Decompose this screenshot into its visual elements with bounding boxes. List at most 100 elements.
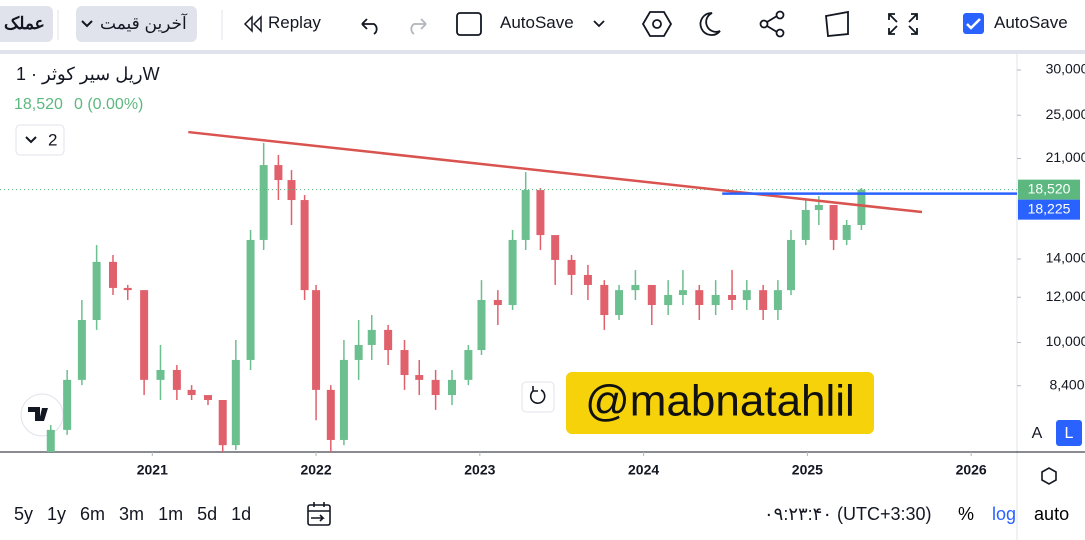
candle-body [814,204,823,211]
candle-body [448,379,456,396]
candle-body [312,290,321,390]
candle-body [287,180,296,201]
candle-body [759,290,768,310]
x-tick-label: 2022 [300,462,331,478]
candle-body [354,344,363,360]
candle-body [536,190,545,236]
candle-body [415,375,424,380]
candle-body [431,379,440,396]
candle-body [367,329,376,345]
last-price: 18,520 [14,96,63,113]
candle-body [695,290,704,306]
candle-body [773,290,782,310]
scale-mode-button[interactable]: auto [1034,504,1070,524]
candle-body [857,189,866,225]
indicator-toggle[interactable] [15,124,65,156]
candle-body [567,259,576,275]
candle-body [615,290,624,316]
price-type-button[interactable]: آخرین قیمت [76,6,197,42]
candle-body [508,239,517,306]
currency-button[interactable]: عملک [0,6,53,42]
range-button[interactable]: 1m [158,504,184,524]
y-tick-label: 25,000 [1046,106,1085,122]
candle-body [583,274,592,285]
candle-body [664,295,673,306]
watermark-box [566,372,874,434]
y-tick-label: 10,000 [1046,333,1085,349]
x-tick-label: 2026 [956,462,987,478]
symbol-title: ریل سیر کوثر · 1W [16,64,160,85]
autosave-menu[interactable]: AutoSave [500,13,574,32]
toolbar: عملک آخرین قیمت Replay AutoSave AutoSave [0,0,1085,54]
candle-body [711,295,720,306]
price-change: 0 (0.00%) [74,96,143,113]
candle-body [156,369,165,380]
range-button[interactable]: 6m [80,504,106,524]
bottom-bar: 5y 1y 6m 3m 1m 5d 1d ۰۹:۲۳:۴۰ (UTC+3:30) % log a… [0,490,1085,540]
chart-background [0,54,1085,540]
x-tick-label: 2023 [464,462,495,478]
chart: ریل سیر کوثر · 1W 18,520 0 (0.00%) 2 @ma… [0,54,1085,540]
candle-body [801,210,810,240]
range-button[interactable]: 1d [231,504,252,524]
candle-body [842,224,851,240]
candle-body [187,389,196,396]
scale-button[interactable] [1056,420,1082,446]
candle-body [600,284,609,316]
candle-body [140,290,149,380]
candle-body [300,200,309,291]
candle-body [246,239,255,360]
logo-mark [28,407,48,421]
clock: ۰۹:۲۳:۴۰ (UTC+3:30) [764,504,932,524]
replay-button[interactable]: Replay [268,13,321,32]
candle-body [742,290,751,300]
scale-mode-button[interactable]: log [992,504,1017,524]
range-button[interactable]: 3m [119,504,145,524]
candle-body [631,284,640,291]
y-tick-label: 30,000 [1046,61,1085,77]
candle-body [123,287,132,291]
range-button[interactable]: 5d [197,504,218,524]
range-button[interactable]: 5y [14,504,34,524]
candle-body [92,261,101,320]
x-tick-label: 2021 [137,462,168,478]
candle-body [203,395,212,400]
candle-body [728,295,737,300]
candle-body [829,204,838,240]
y-tick-label: 12,000 [1046,288,1085,304]
x-tick-label: 2025 [792,462,823,478]
y-tick-label: 14,000 [1046,250,1085,266]
candle-body [231,359,240,446]
candle-body [493,299,502,306]
scale-mode-button[interactable]: % [958,504,975,524]
x-tick-label: 2024 [628,462,659,478]
date-range-icon[interactable] [305,500,335,530]
candle-body [63,379,72,430]
price-label-box [1018,199,1080,220]
candle-body [218,399,227,446]
range-button[interactable]: 1y [47,504,67,524]
reset-button[interactable] [521,381,555,413]
trend-line [188,130,923,214]
candle-body [678,290,687,296]
watermark: @mabnatahlil [585,377,855,426]
reset-icon [529,386,546,404]
plot-area [0,130,1017,452]
candle-body [339,359,348,440]
candle-body [647,284,656,306]
candle-body [400,350,409,376]
scale-buttons: % log auto [958,504,1085,525]
chevron-icon [25,136,37,144]
y-tick-label: 8,400 [1049,376,1084,392]
settings-icon[interactable] [1041,467,1057,485]
scale-button[interactable] [1024,420,1050,446]
y-tick-label: 21,000 [1046,149,1085,165]
candle-body [384,329,393,351]
price-label-box [1018,179,1080,200]
scale-button-label: A [1032,425,1043,442]
range-buttons: 5y 1y 6m 3m 1m 5d 1d [14,504,265,525]
autosave-check[interactable]: AutoSave [994,13,1068,32]
candle-body [477,299,486,351]
candle-body [326,389,335,440]
